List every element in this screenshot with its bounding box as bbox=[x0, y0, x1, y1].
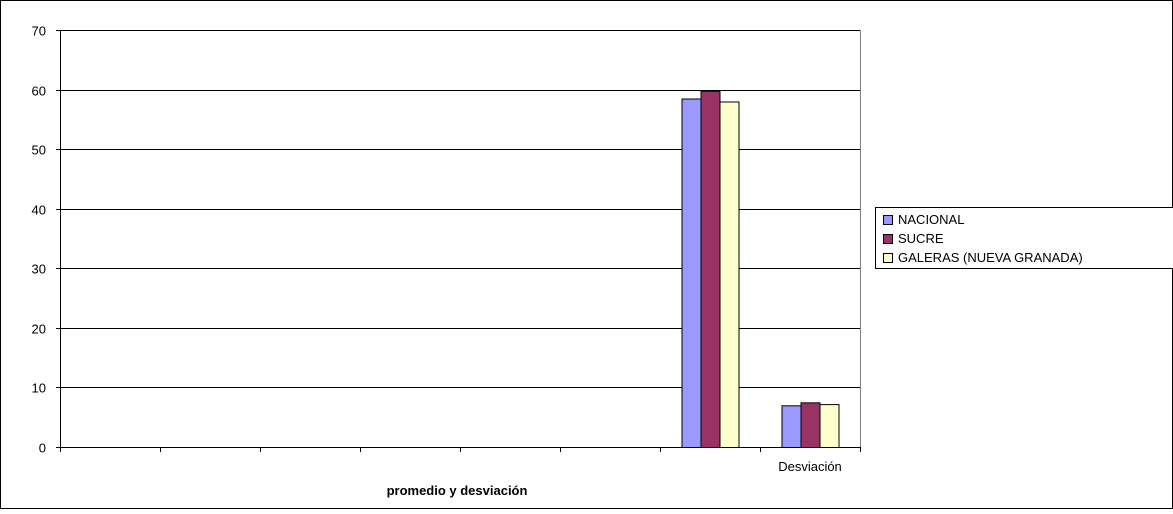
bar-sucre bbox=[801, 403, 820, 448]
y-tick-label: 40 bbox=[32, 203, 46, 218]
x-axis-title: promedio y desviación bbox=[387, 483, 528, 498]
legend: NACIONAL SUCRE GALERAS (NUEVA GRANADA) bbox=[876, 208, 1173, 269]
y-tick-label: 50 bbox=[32, 143, 46, 158]
x-tick-label: Desviación bbox=[778, 459, 842, 474]
y-tick-label: 0 bbox=[39, 441, 46, 456]
y-tick-label: 30 bbox=[32, 262, 46, 277]
legend-swatch bbox=[884, 216, 893, 225]
bar-galeras-nueva-granada bbox=[720, 102, 739, 448]
legend-swatch bbox=[884, 235, 893, 244]
y-tick-label: 10 bbox=[32, 381, 46, 396]
y-tick-label: 60 bbox=[32, 84, 46, 99]
y-tick-label: 20 bbox=[32, 322, 46, 337]
legend-label: GALERAS (NUEVA GRANADA) bbox=[898, 250, 1083, 265]
y-tick-label: 70 bbox=[32, 24, 46, 39]
legend-label: SUCRE bbox=[898, 231, 944, 246]
plot-area bbox=[61, 31, 861, 448]
legend-label: NACIONAL bbox=[898, 212, 964, 227]
legend-swatch bbox=[884, 254, 893, 263]
bar-nacional bbox=[782, 406, 801, 448]
bar-sucre bbox=[701, 91, 720, 447]
bar-nacional bbox=[682, 99, 701, 447]
bar-galeras-nueva-granada bbox=[820, 405, 839, 448]
